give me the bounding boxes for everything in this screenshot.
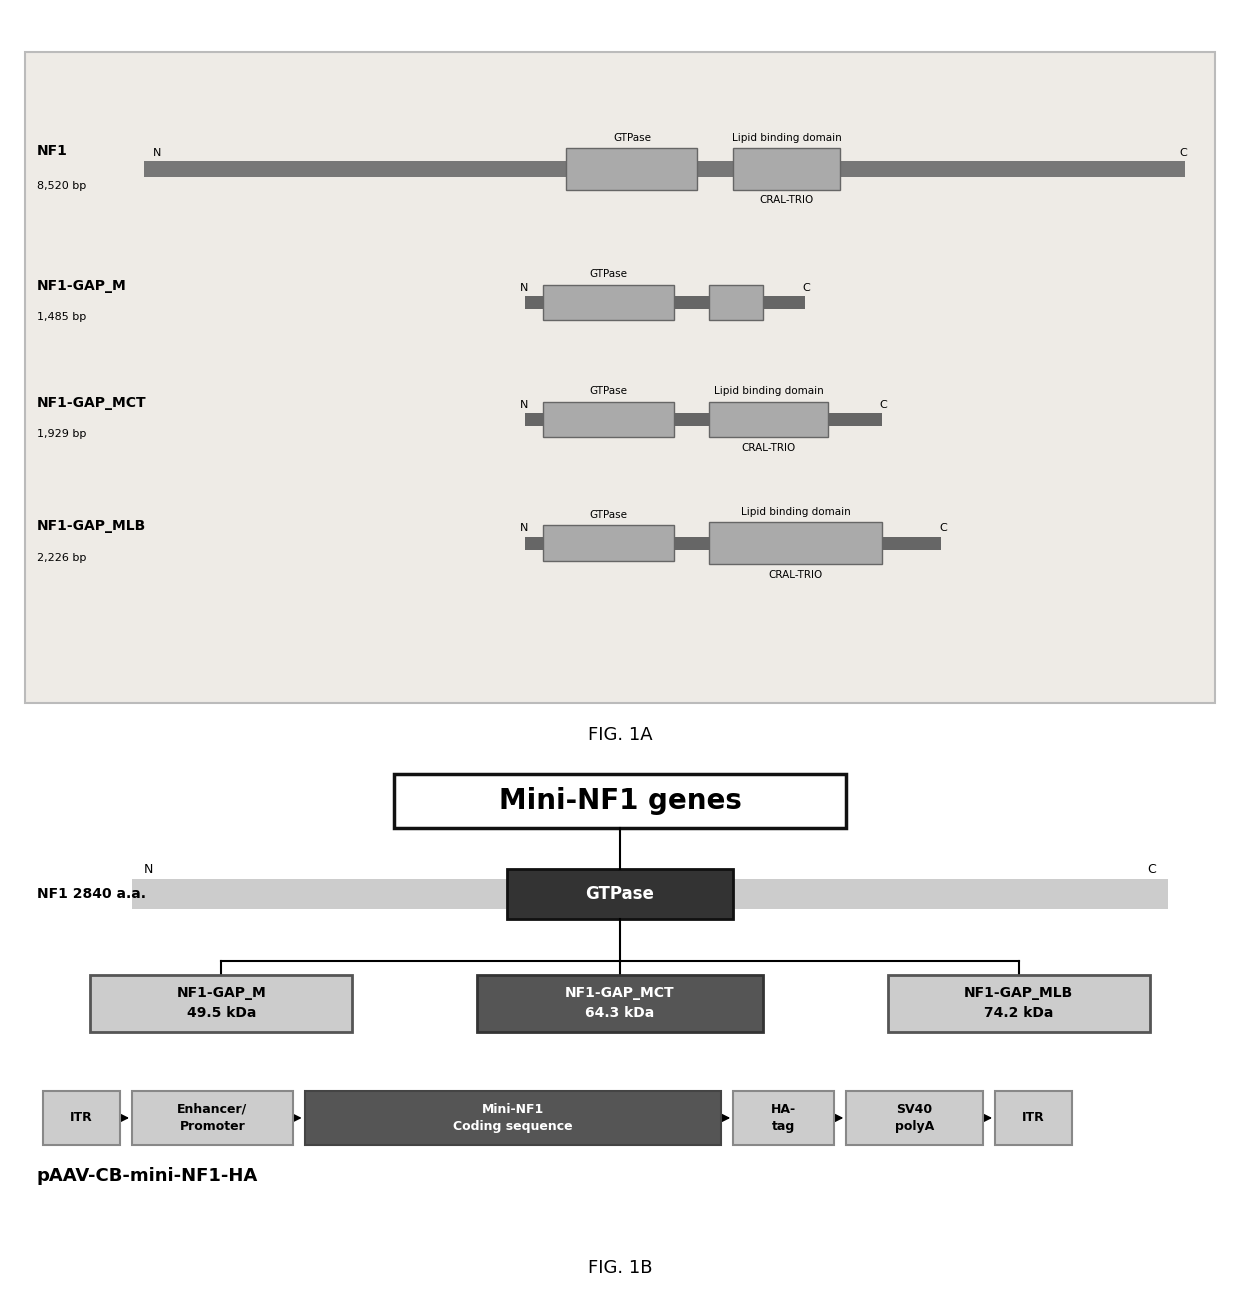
- FancyBboxPatch shape: [543, 285, 673, 320]
- Text: NF1-GAP_MCT: NF1-GAP_MCT: [565, 986, 675, 1000]
- FancyBboxPatch shape: [543, 526, 673, 561]
- FancyBboxPatch shape: [525, 536, 941, 549]
- Text: pAAV-CB-mini-NF1-HA: pAAV-CB-mini-NF1-HA: [37, 1167, 258, 1185]
- Text: C: C: [802, 282, 810, 293]
- Text: polyA: polyA: [895, 1120, 934, 1133]
- Text: N: N: [144, 863, 154, 876]
- Text: N: N: [520, 399, 528, 410]
- Text: Lipid binding domain: Lipid binding domain: [714, 386, 823, 397]
- FancyBboxPatch shape: [305, 1090, 722, 1145]
- Text: GTPase: GTPase: [589, 386, 627, 397]
- Text: Lipid binding domain: Lipid binding domain: [740, 507, 851, 516]
- FancyBboxPatch shape: [525, 412, 882, 427]
- FancyBboxPatch shape: [733, 148, 841, 190]
- FancyBboxPatch shape: [42, 1090, 120, 1145]
- Text: NF1 2840 a.a.: NF1 2840 a.a.: [37, 887, 146, 900]
- Text: 74.2 kDa: 74.2 kDa: [985, 1006, 1054, 1020]
- Text: tag: tag: [773, 1120, 795, 1133]
- Text: Mini-NF1: Mini-NF1: [481, 1103, 544, 1116]
- Text: NF1-GAP_MLB: NF1-GAP_MLB: [965, 986, 1074, 1000]
- Text: CRAL-TRIO: CRAL-TRIO: [769, 570, 822, 579]
- FancyBboxPatch shape: [543, 402, 673, 437]
- Text: HA-: HA-: [771, 1103, 796, 1116]
- Text: NF1: NF1: [37, 143, 67, 157]
- Text: GTPase: GTPase: [613, 133, 651, 143]
- Text: C: C: [1179, 148, 1187, 157]
- Text: NF1-GAP_M: NF1-GAP_M: [37, 278, 126, 293]
- FancyBboxPatch shape: [131, 879, 1168, 909]
- Text: CRAL-TRIO: CRAL-TRIO: [742, 442, 796, 453]
- Text: ITR: ITR: [69, 1111, 93, 1124]
- FancyBboxPatch shape: [846, 1090, 983, 1145]
- FancyBboxPatch shape: [507, 869, 733, 919]
- Text: Mini-NF1 genes: Mini-NF1 genes: [498, 787, 742, 814]
- Text: 1,929 bp: 1,929 bp: [37, 429, 86, 440]
- FancyBboxPatch shape: [525, 295, 805, 308]
- FancyBboxPatch shape: [131, 1090, 293, 1145]
- Text: 49.5 kDa: 49.5 kDa: [186, 1006, 255, 1020]
- Text: GTPase: GTPase: [589, 269, 627, 280]
- Text: 8,520 bp: 8,520 bp: [37, 181, 86, 190]
- Text: NF1-GAP_MLB: NF1-GAP_MLB: [37, 519, 146, 533]
- Text: GTPase: GTPase: [589, 510, 627, 520]
- Text: Lipid binding domain: Lipid binding domain: [732, 133, 842, 143]
- FancyBboxPatch shape: [477, 974, 763, 1032]
- Text: Coding sequence: Coding sequence: [453, 1120, 573, 1133]
- FancyBboxPatch shape: [91, 974, 352, 1032]
- Text: Enhancer/: Enhancer/: [177, 1103, 248, 1116]
- Text: 2,226 bp: 2,226 bp: [37, 553, 86, 563]
- Text: 64.3 kDa: 64.3 kDa: [585, 1006, 655, 1020]
- Text: FIG. 1B: FIG. 1B: [588, 1259, 652, 1278]
- FancyBboxPatch shape: [994, 1090, 1073, 1145]
- Text: Promoter: Promoter: [180, 1120, 246, 1133]
- Text: N: N: [520, 282, 528, 293]
- Text: C: C: [939, 523, 947, 533]
- Text: C: C: [1147, 863, 1156, 876]
- FancyBboxPatch shape: [144, 161, 1185, 177]
- FancyBboxPatch shape: [567, 148, 697, 190]
- FancyBboxPatch shape: [394, 774, 846, 829]
- FancyBboxPatch shape: [888, 974, 1149, 1032]
- Text: C: C: [879, 399, 888, 410]
- FancyBboxPatch shape: [733, 1090, 835, 1145]
- Text: FIG. 1A: FIG. 1A: [588, 726, 652, 744]
- Text: CRAL-TRIO: CRAL-TRIO: [760, 195, 813, 206]
- FancyBboxPatch shape: [25, 52, 1215, 703]
- Text: SV40: SV40: [897, 1103, 932, 1116]
- Text: ITR: ITR: [1022, 1111, 1045, 1124]
- Text: GTPase: GTPase: [585, 885, 655, 903]
- FancyBboxPatch shape: [709, 522, 882, 565]
- Text: N: N: [520, 523, 528, 533]
- FancyBboxPatch shape: [709, 402, 828, 437]
- Text: NF1-GAP_MCT: NF1-GAP_MCT: [37, 396, 146, 410]
- Text: NF1-GAP_M: NF1-GAP_M: [176, 986, 267, 1000]
- Text: N: N: [154, 148, 161, 157]
- FancyBboxPatch shape: [709, 285, 763, 320]
- Text: 1,485 bp: 1,485 bp: [37, 312, 86, 323]
